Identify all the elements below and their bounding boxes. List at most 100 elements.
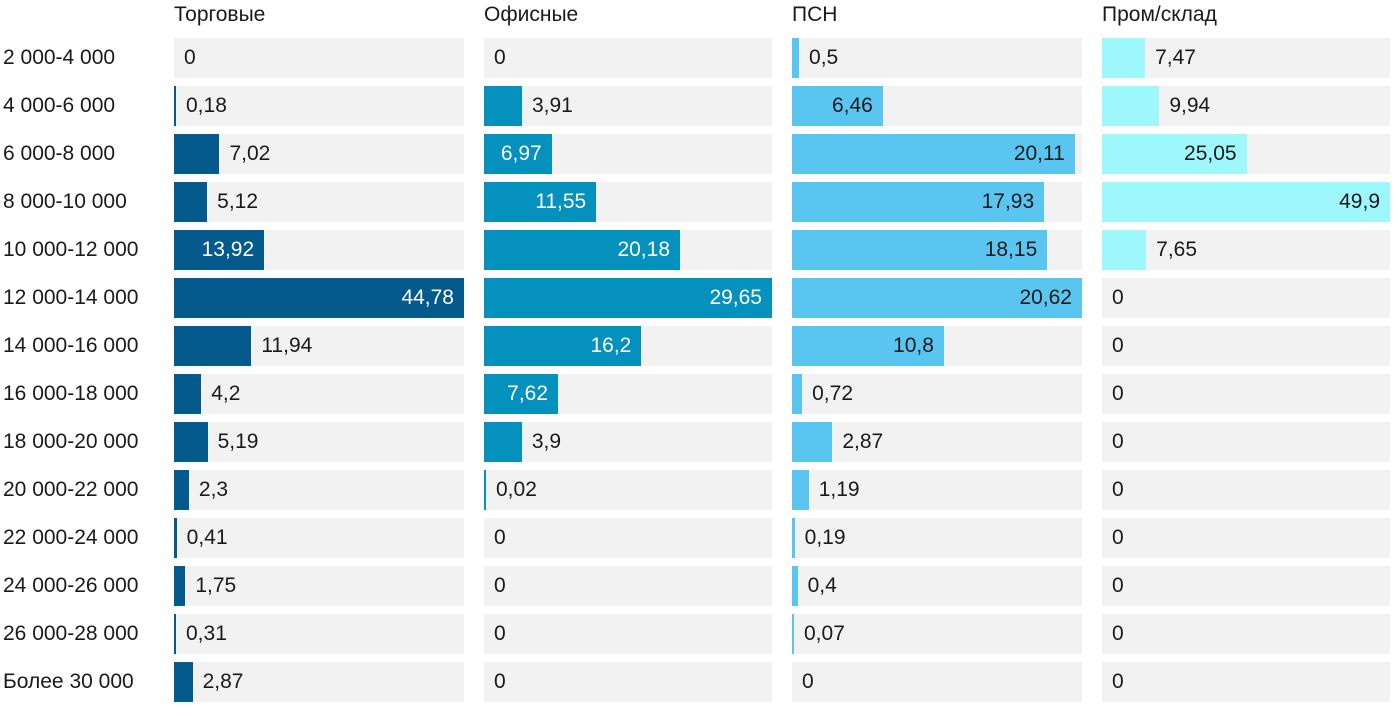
- bar: [484, 230, 680, 270]
- bar: [174, 134, 220, 174]
- bar: [174, 326, 252, 366]
- bar-track: 2,87: [174, 662, 464, 702]
- bar-track: 0: [484, 566, 772, 606]
- data-label: 0,07: [804, 622, 845, 645]
- bar: [792, 134, 1075, 174]
- bar: [792, 230, 1048, 270]
- bar-track: 0: [1102, 470, 1390, 510]
- bar: [792, 422, 833, 462]
- data-label: 5,19: [217, 430, 259, 453]
- bar-track: 44,78: [174, 278, 464, 318]
- bar-track: 7,62: [484, 374, 772, 414]
- bar: [792, 278, 1082, 318]
- bar: [792, 470, 809, 510]
- data-label: 1,19: [818, 478, 860, 501]
- data-label: 0: [1112, 334, 1124, 357]
- bar-track: 0: [484, 614, 772, 654]
- bar-track: 0: [484, 38, 772, 78]
- bar: [174, 662, 193, 702]
- bar: [174, 182, 208, 222]
- data-label: 0: [494, 574, 506, 597]
- bar: [174, 614, 176, 654]
- data-label: 6,46: [831, 94, 873, 117]
- bar: [792, 518, 795, 558]
- data-label: 2,87: [842, 430, 884, 453]
- bar-track: 18,15: [792, 230, 1082, 270]
- data-label: 0: [1112, 670, 1124, 693]
- bar-track: 6,97: [484, 134, 772, 174]
- data-label: 20,11: [1013, 142, 1065, 165]
- bar-track: 29,65: [484, 278, 772, 318]
- bar-track: 0: [484, 662, 772, 702]
- bar-track: 3,9: [484, 422, 772, 462]
- bar: [792, 566, 798, 606]
- bar-track: 9,94: [1102, 86, 1390, 126]
- bar: [174, 86, 176, 126]
- bar-track: 13,92: [174, 230, 464, 270]
- data-label: 11,55: [535, 190, 587, 213]
- data-label: 1,75: [195, 574, 237, 597]
- data-label: 25,05: [1184, 142, 1237, 165]
- data-label: 0: [1112, 526, 1124, 549]
- data-label: 0: [494, 670, 506, 693]
- data-label: 0: [1112, 382, 1124, 405]
- data-label: 11,94: [261, 334, 313, 357]
- bar-track: 5,12: [174, 182, 464, 222]
- bar-track: 0: [1102, 374, 1390, 414]
- bar: [174, 422, 208, 462]
- data-label: 49,9: [1339, 190, 1380, 213]
- bar-track: 0: [484, 518, 772, 558]
- bar-track: 2,87: [792, 422, 1082, 462]
- bar-track: 0,07: [792, 614, 1082, 654]
- bar: [174, 470, 189, 510]
- data-label: 2,3: [198, 478, 229, 501]
- bar-track: 11,55: [484, 182, 772, 222]
- data-label: 3,91: [531, 94, 573, 117]
- data-label: 20,18: [617, 238, 671, 261]
- category-label: 6 000-8 000: [3, 142, 116, 165]
- category-label: 2 000-4 000: [3, 46, 116, 69]
- data-label: 0,18: [186, 94, 227, 117]
- data-label: 44,78: [401, 286, 454, 309]
- category-label: 12 000-14 000: [3, 286, 139, 309]
- bar-track: 0: [174, 38, 464, 78]
- data-label: 0: [494, 46, 506, 69]
- bar-track: 5,19: [174, 422, 464, 462]
- bar: [174, 230, 265, 270]
- bar: [174, 566, 186, 606]
- bar: [484, 470, 486, 510]
- bar: [174, 278, 464, 318]
- data-label: 5,12: [217, 190, 259, 213]
- bar: [484, 422, 522, 462]
- bar: [1102, 38, 1146, 78]
- data-label: 2,87: [202, 670, 244, 693]
- data-label: 0: [494, 526, 506, 549]
- data-label: 0: [1112, 574, 1124, 597]
- data-label: 0,19: [804, 526, 846, 549]
- data-label: 0: [184, 46, 196, 69]
- bar: [1102, 230, 1147, 270]
- bar: [792, 182, 1045, 222]
- bar-track: 0,02: [484, 470, 772, 510]
- bar: [484, 278, 772, 318]
- data-label: 20,62: [1019, 286, 1072, 309]
- bar: [484, 374, 558, 414]
- bar-track: 1,19: [792, 470, 1082, 510]
- bar: [792, 374, 803, 414]
- series-title: Пром/склад: [1102, 3, 1217, 26]
- data-label: 9,94: [1169, 94, 1211, 117]
- bar-track: 7,65: [1102, 230, 1390, 270]
- data-label: 0: [1112, 286, 1124, 309]
- bar-track: 49,9: [1102, 182, 1390, 222]
- data-label: 7,62: [507, 382, 549, 405]
- bar-track: 20,62: [792, 278, 1082, 318]
- bar-track: 0: [1102, 566, 1390, 606]
- series-title: Торговые: [174, 3, 266, 26]
- category-label: 10 000-12 000: [3, 238, 139, 261]
- data-label: 0,41: [186, 526, 228, 549]
- bar-track: 7,47: [1102, 38, 1390, 78]
- data-label: 3,9: [531, 430, 562, 453]
- data-label: 0: [1112, 478, 1124, 501]
- data-label: 13,92: [201, 238, 255, 261]
- bar-track: 20,18: [484, 230, 772, 270]
